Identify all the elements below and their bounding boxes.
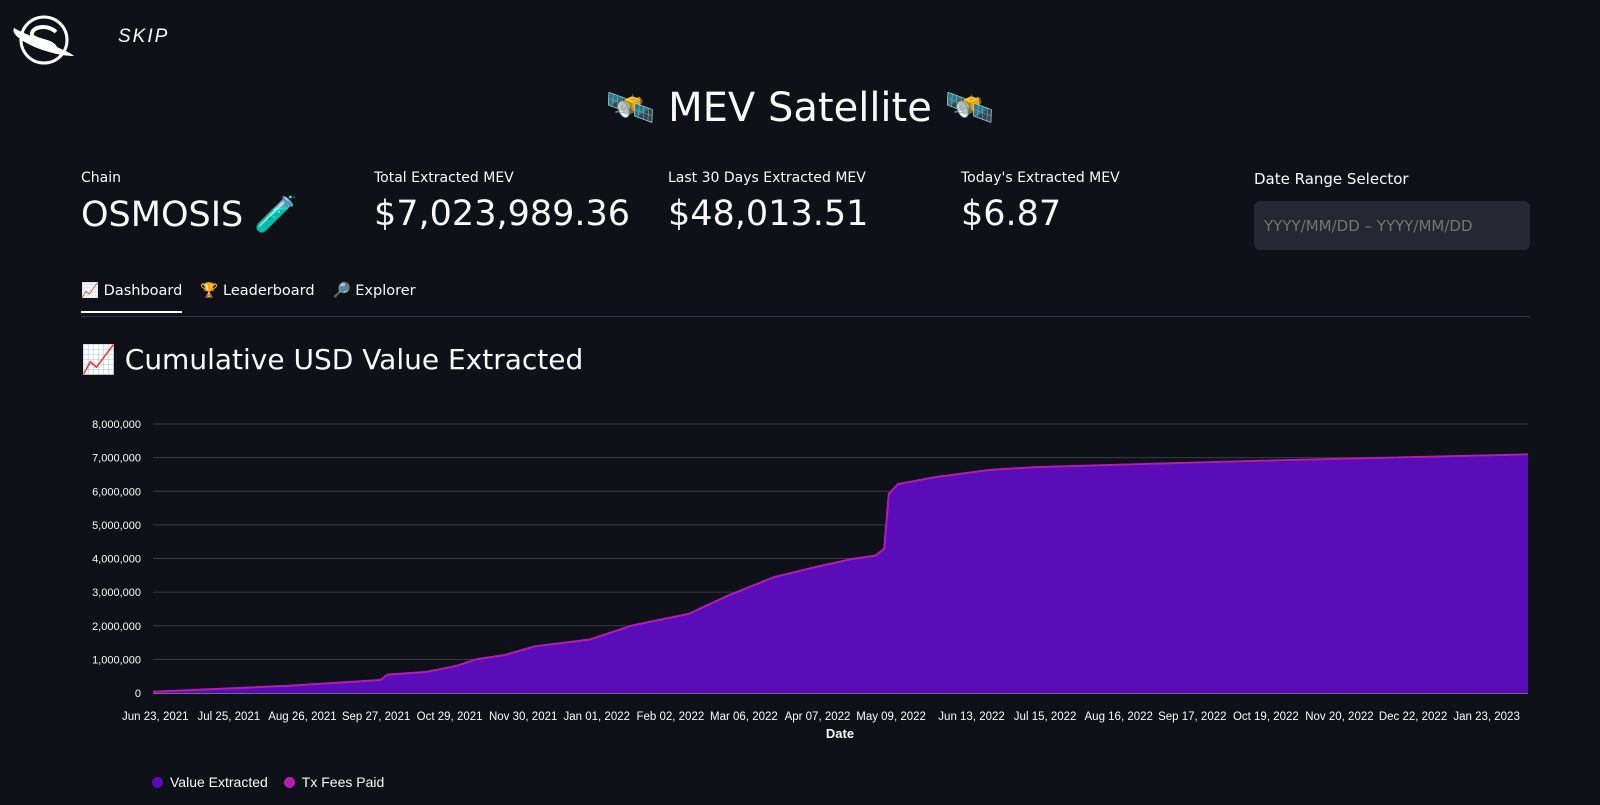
area-value-extracted <box>153 455 1528 693</box>
x-tick-label: Feb 02, 2022 <box>636 711 704 723</box>
x-tick-label: Aug 26, 2021 <box>268 711 336 723</box>
metric-label: Chain <box>81 170 121 186</box>
chart-legend: Value Extracted Tx Fees Paid <box>152 774 384 790</box>
metric-value: $6.87 <box>961 194 1062 234</box>
area-tx-fees-paid <box>152 453 1529 693</box>
x-tick-label: Aug 16, 2022 <box>1085 711 1153 723</box>
metric-total-mev: Total Extracted MEV $7,023,989.36 <box>374 170 630 234</box>
metric-value: $7,023,989.36 <box>374 194 631 234</box>
metric-last-30-days: Last 30 Days Extracted MEV $48,013.51 <box>668 170 868 234</box>
x-tick-label: Jan 23, 2023 <box>1453 711 1520 723</box>
x-tick-label: Dec 22, 2022 <box>1379 711 1447 723</box>
x-axis-title: Date <box>826 726 854 741</box>
x-tick-label: Oct 29, 2021 <box>417 711 483 723</box>
section-title: 📈 Cumulative USD Value Extracted <box>81 343 584 376</box>
y-tick-label: 6,000,000 <box>92 486 141 498</box>
legend-label: Value Extracted <box>170 774 268 790</box>
metric-value: OSMOSIS 🧪 <box>81 195 298 235</box>
y-tick-label: 5,000,000 <box>92 520 141 532</box>
y-tick-label: 1,000,000 <box>92 654 141 666</box>
y-tick-label: 7,000,000 <box>92 453 141 465</box>
tab-leaderboard[interactable]: 🏆 Leaderboard <box>200 283 315 299</box>
x-tick-label: Jan 01, 2022 <box>564 711 631 723</box>
x-tick-label: Oct 19, 2022 <box>1233 711 1299 723</box>
skip-logo-icon <box>13 15 75 65</box>
x-tick-label: Jun 23, 2021 <box>122 711 189 723</box>
legend-item-tx-fees[interactable]: Tx Fees Paid <box>283 774 385 790</box>
page-title: 🛰️ MEV Satellite 🛰️ <box>605 85 995 131</box>
date-range-label: Date Range Selector <box>1254 170 1409 188</box>
metric-label: Last 30 Days Extracted MEV <box>668 170 866 186</box>
y-tick-label: 4,000,000 <box>92 554 141 566</box>
legend-dot-icon <box>283 776 295 788</box>
y-tick-label: 0 <box>135 688 141 700</box>
tab-bar: 📈 Dashboard 🏆 Leaderboard 🔎 Explorer <box>81 280 1530 317</box>
x-tick-label: May 09, 2022 <box>856 711 926 723</box>
x-tick-label: Jul 25, 2021 <box>198 711 261 723</box>
x-tick-label: Sep 27, 2021 <box>342 711 410 723</box>
x-tick-label: Mar 06, 2022 <box>710 711 778 723</box>
y-tick-label: 8,000,000 <box>92 419 141 431</box>
x-tick-label: Jul 15, 2022 <box>1014 711 1077 723</box>
y-tick-label: 3,000,000 <box>92 587 141 599</box>
metric-value: $48,013.51 <box>668 194 869 234</box>
cumulative-value-chart[interactable]: 0 1,000,000 2,000,000 3,000,000 4,000,000 5,0… <box>0 400 1600 770</box>
metric-chain: Chain OSMOSIS 🧪 <box>81 170 298 235</box>
brand-name: SKIP <box>118 26 170 47</box>
date-range-input[interactable] <box>1254 201 1530 250</box>
tab-explorer[interactable]: 🔎 Explorer <box>332 283 416 299</box>
tab-dashboard[interactable]: 📈 Dashboard <box>81 280 183 313</box>
x-tick-label: Nov 30, 2021 <box>489 711 557 723</box>
legend-label: Tx Fees Paid <box>301 774 385 790</box>
x-tick-label: Sep 17, 2022 <box>1158 711 1226 723</box>
metric-label: Today's Extracted MEV <box>961 170 1120 186</box>
legend-item-value-extracted[interactable]: Value Extracted <box>152 774 268 790</box>
x-tick-label: Apr 07, 2022 <box>785 711 851 723</box>
x-tick-label: Jun 13, 2022 <box>938 711 1005 723</box>
x-tick-label: Nov 20, 2022 <box>1305 711 1373 723</box>
y-tick-label: 2,000,000 <box>92 621 141 633</box>
legend-dot-icon <box>152 776 163 788</box>
metric-today: Today's Extracted MEV $6.87 <box>961 170 1120 234</box>
metric-label: Total Extracted MEV <box>374 170 514 186</box>
